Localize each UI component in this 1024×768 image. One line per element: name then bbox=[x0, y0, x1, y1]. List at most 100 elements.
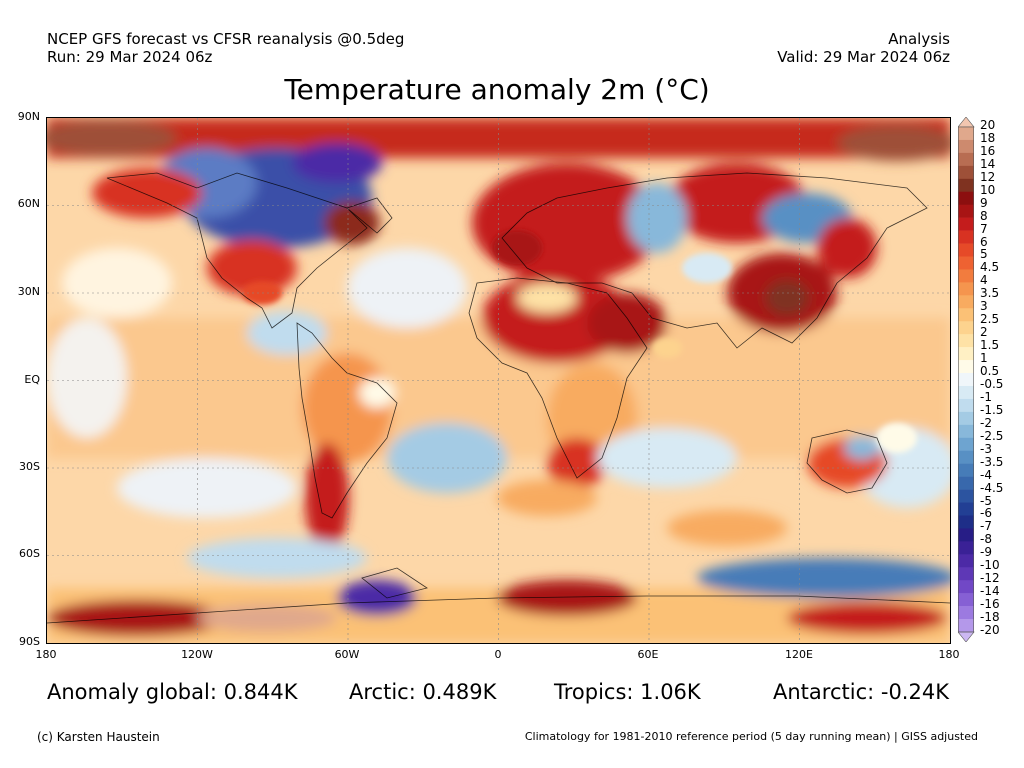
colorbar-tick-label: -9 bbox=[980, 545, 992, 560]
colorbar-tick-label: 3.5 bbox=[980, 286, 1000, 301]
colorbar-swatch bbox=[958, 502, 974, 516]
climatology-note: Climatology for 1981-2010 reference peri… bbox=[524, 730, 978, 743]
colorbar-swatch bbox=[958, 606, 974, 620]
colorbar-swatch bbox=[958, 424, 974, 439]
stat-arctic: Arctic: 0.489K bbox=[349, 680, 497, 704]
colorbar-tick-label: 9 bbox=[980, 195, 988, 210]
colorbar-tick-label: -2 bbox=[980, 415, 992, 430]
colorbar-tick-label: -12 bbox=[980, 571, 1000, 586]
colorbar-tick-label: 4 bbox=[980, 273, 988, 288]
model-description: NCEP GFS forecast vs CFSR reanalysis @0.… bbox=[47, 30, 405, 48]
colorbar-tick-label: 14 bbox=[980, 156, 996, 171]
coastlines bbox=[47, 172, 950, 624]
colorbar-swatch bbox=[958, 139, 974, 154]
colorbar-swatch bbox=[958, 127, 974, 141]
colorbar-swatch bbox=[958, 282, 974, 296]
colorbar-tick-label: 0.5 bbox=[980, 364, 1000, 379]
colorbar-frame bbox=[958, 126, 974, 633]
lon-label-60w: 60W bbox=[334, 648, 360, 661]
lat-label-30n: 30N bbox=[17, 285, 40, 298]
map-title: Temperature anomaly 2m (°C) bbox=[284, 73, 710, 106]
colorbar-swatch bbox=[958, 411, 974, 426]
colorbar-swatch bbox=[958, 230, 974, 244]
colorbar-tick-label: -7 bbox=[980, 519, 992, 534]
colorbar-tick-label: -6 bbox=[980, 506, 992, 521]
stat-global: Anomaly global: 0.844K bbox=[47, 680, 298, 704]
colorbar-swatch bbox=[958, 567, 974, 581]
colorbar-tick-label: 3 bbox=[980, 299, 988, 314]
colorbar-swatch bbox=[958, 554, 974, 568]
colorbar-swatch bbox=[958, 178, 974, 193]
colorbar-swatch bbox=[958, 450, 974, 464]
colorbar-tick-label: -4 bbox=[980, 467, 992, 482]
colorbar-tick-label: 2.5 bbox=[980, 312, 1000, 327]
product-type: Analysis bbox=[888, 30, 950, 48]
colorbar-tick-label: 20 bbox=[980, 118, 996, 132]
lat-label-30s: 30S bbox=[19, 460, 40, 473]
anomaly-detail bbox=[242, 230, 917, 453]
colorbar-swatch bbox=[958, 385, 974, 400]
colorbar-swatch bbox=[958, 347, 974, 361]
lon-label-60e: 60E bbox=[637, 648, 659, 661]
run-time: Run: 29 Mar 2024 06z bbox=[47, 48, 213, 66]
colorbar-tick-label: -20 bbox=[980, 623, 1000, 637]
colorbar-swatch bbox=[958, 593, 974, 607]
header-left: NCEP GFS forecast vs CFSR reanalysis @0.… bbox=[47, 30, 404, 66]
colorbar-tick-label: 2 bbox=[980, 325, 988, 340]
colorbar-swatch bbox=[958, 541, 974, 555]
colorbar-tick-label: 4.5 bbox=[980, 260, 1000, 275]
header-right: Analysis Valid: 29 Mar 2024 06z bbox=[777, 30, 950, 66]
colorbar-tick-label: -8 bbox=[980, 532, 992, 547]
colorbar-tick-label: -2.5 bbox=[980, 428, 1004, 443]
colorbar-swatch bbox=[958, 476, 974, 490]
colorbar-swatch bbox=[958, 256, 974, 270]
colorbar-tick-label: 12 bbox=[980, 169, 996, 184]
map-canvas bbox=[47, 118, 950, 643]
colorbar-tick-label: 6 bbox=[980, 234, 988, 249]
colorbar bbox=[958, 117, 975, 642]
colorbar-swatch bbox=[958, 321, 974, 335]
colorbar-swatch bbox=[958, 334, 974, 348]
colorbar-swatch bbox=[958, 489, 974, 503]
lon-label-180e: 180 bbox=[938, 648, 960, 661]
colorbar-tick-label: -0.5 bbox=[980, 376, 1004, 391]
colorbar-tick-label: 5 bbox=[980, 247, 988, 262]
colorbar-tick-label: 7 bbox=[980, 221, 988, 236]
lat-label-eq: EQ bbox=[24, 373, 40, 386]
colorbar-tick-label: 1 bbox=[980, 351, 988, 366]
colorbar-tick-label: -4.5 bbox=[980, 480, 1004, 495]
colorbar-tick-label: 10 bbox=[980, 182, 996, 197]
colorbar-tick-label: 1.5 bbox=[980, 338, 1000, 353]
colorbar-swatch bbox=[958, 528, 974, 542]
colorbar-tick-label: -5 bbox=[980, 493, 992, 508]
colorbar-swatch bbox=[958, 269, 974, 283]
colorbar-tick-label: 16 bbox=[980, 143, 996, 158]
colorbar-swatch bbox=[958, 165, 974, 180]
colorbar-max-arrow bbox=[958, 117, 975, 128]
lat-label-90s: 90S bbox=[19, 635, 40, 648]
colorbar-tick-label: -3 bbox=[980, 441, 992, 456]
anomaly-map bbox=[46, 117, 951, 644]
lat-label-90n: 90N bbox=[17, 110, 40, 123]
lon-label-180w: 180 bbox=[35, 648, 57, 661]
colorbar-tick-label: -3.5 bbox=[980, 454, 1004, 469]
colorbar-swatch bbox=[958, 308, 974, 322]
colorbar-tick-label: 8 bbox=[980, 208, 988, 223]
colorbar-swatch bbox=[958, 619, 974, 633]
colorbar-tick-label: -18 bbox=[980, 610, 1000, 625]
graticule bbox=[47, 118, 950, 643]
colorbar-tick-label: -16 bbox=[980, 597, 1000, 612]
lon-label-0: 0 bbox=[494, 648, 502, 661]
colorbar-min-arrow bbox=[958, 631, 975, 642]
colorbar-swatch bbox=[958, 243, 974, 257]
stat-tropics: Tropics: 1.06K bbox=[554, 680, 701, 704]
colorbar-tick-label: -1 bbox=[980, 389, 992, 404]
colorbar-swatch bbox=[958, 437, 974, 452]
lon-label-120w: 120W bbox=[181, 648, 213, 661]
colorbar-swatch bbox=[958, 360, 974, 374]
colorbar-swatch bbox=[958, 204, 974, 218]
lat-label-60s: 60S bbox=[19, 547, 40, 560]
copyright: (c) Karsten Haustein bbox=[37, 730, 160, 744]
stat-antarctic: Antarctic: -0.24K bbox=[773, 680, 949, 704]
colorbar-tick-label: -1.5 bbox=[980, 402, 1004, 417]
